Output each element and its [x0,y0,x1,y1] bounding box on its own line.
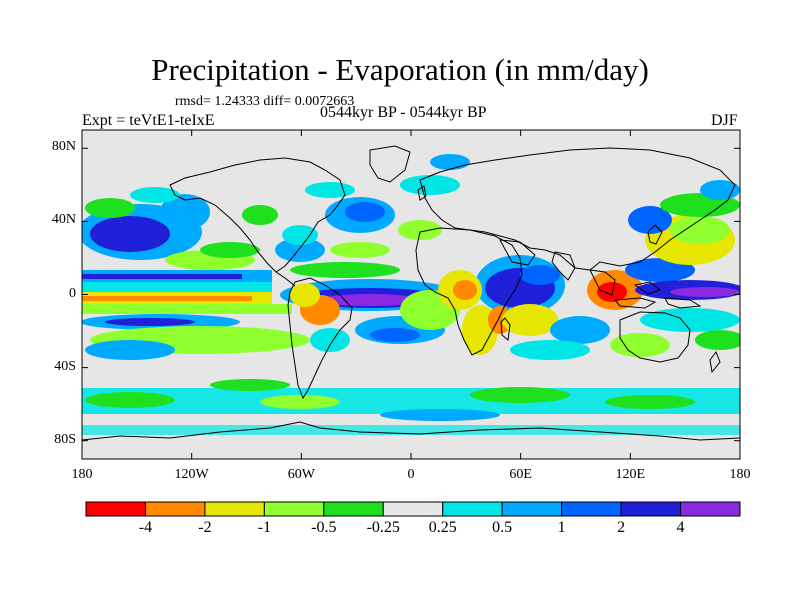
lat-tick-label: 0 [69,285,76,301]
lon-tick-label: 60W [287,467,315,482]
colorbar [85,501,741,517]
colorbar-swatch [442,501,503,517]
lon-tick-label: 120E [615,467,646,482]
colorbar-label: -2 [198,519,212,536]
season-label: DJF [711,112,738,129]
colorbar-swatch [263,501,325,517]
lat-tick-label: 80S [54,431,76,447]
lon-tick-label: 60E [509,467,532,482]
colorbar-swatch [501,501,563,517]
experiment-label: Expt = teVtE1-teIxE [82,112,215,129]
lat-tick-label: 80N [51,139,76,155]
coastlines [82,145,740,441]
lon-tick-label: 120W [174,467,209,482]
colorbar-swatch [561,501,622,517]
colorbar-label: -1 [257,519,272,536]
field-patches [82,154,740,435]
colorbar-label: 2 [617,519,626,536]
lat-tick-label: 40S [54,358,76,374]
colorbar-swatch [85,501,146,517]
colorbar-label: 0.25 [428,519,457,536]
colorbar-swatch [323,501,384,517]
period-label: 0544kyr BP - 0544kyr BP [320,104,487,121]
colorbar-swatch [144,501,206,517]
colorbar-label: -4 [138,519,153,536]
colorbar-label: 1 [557,519,566,536]
colorbar-swatch [680,501,741,517]
lat-tick-label: 40N [51,212,76,228]
plot-title: Precipitation - Evaporation (in mm/day) [151,52,649,87]
lon-tick-label: 180 [729,467,751,482]
colorbar-label: -0.25 [366,519,400,536]
colorbar-swatch [204,501,265,517]
lon-tick-label: 0 [407,467,415,482]
colorbar-swatch [620,501,682,517]
colorbar-swatch [382,501,444,517]
colorbar-label: 4 [676,519,685,536]
map-field [82,130,740,459]
colorbar-label: -0.5 [311,519,337,536]
colorbar-label: 0.5 [492,519,513,536]
axis-ticks [81,130,741,459]
lon-tick-label: 180 [71,467,93,482]
plot-subtitle: rmsd= 1.24333 diff= 0.0072663 [175,94,355,109]
